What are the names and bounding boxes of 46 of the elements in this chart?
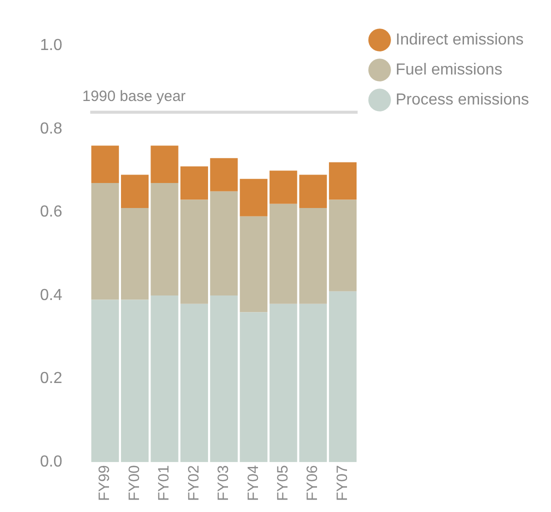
- bar: [180, 166, 208, 200]
- bar: [210, 296, 238, 462]
- legend-label: Fuel emissions: [396, 61, 502, 78]
- bar: [270, 304, 298, 462]
- x-tick-label: FY02: [185, 465, 202, 502]
- bar: [270, 204, 298, 304]
- bar: [299, 304, 327, 462]
- bar: [120, 208, 149, 300]
- bar: [328, 291, 357, 462]
- legend-label: Indirect emissions: [396, 31, 524, 48]
- x-tick-label: FY99: [96, 465, 114, 502]
- bar: [91, 300, 119, 462]
- y-tick-label: 0.0: [40, 454, 62, 471]
- bar: [120, 174, 149, 208]
- bar: [270, 170, 298, 204]
- x-tick-label: FY07: [334, 465, 351, 502]
- bar: [180, 200, 208, 304]
- bar: [91, 146, 119, 184]
- ref-line-label: 1990 base year: [82, 88, 186, 105]
- bar: [91, 183, 119, 300]
- x-tick-label: FY04: [244, 465, 262, 502]
- bar: [328, 200, 357, 292]
- y-tick-label: 0.6: [40, 204, 62, 221]
- bar: [210, 191, 238, 296]
- bar: [299, 174, 327, 208]
- bar: [150, 296, 178, 462]
- y-tick-label: 0.8: [40, 120, 62, 138]
- y-tick-label: 1.0: [40, 37, 62, 54]
- bar: [299, 208, 327, 304]
- bar: [180, 304, 208, 462]
- x-tick-label: FY06: [304, 465, 322, 502]
- y-tick-label: 0.2: [40, 370, 62, 388]
- bar: [240, 216, 268, 312]
- bar: [240, 312, 268, 462]
- bar: [150, 183, 178, 296]
- y-tick-label: 0.4: [40, 286, 62, 304]
- x-tick-label: FY01: [156, 465, 173, 502]
- bar: [120, 300, 149, 462]
- bar: [150, 146, 178, 184]
- bar: [328, 162, 357, 200]
- x-tick-label: FY03: [215, 465, 232, 502]
- x-tick-label: FY05: [274, 465, 292, 502]
- legend-label: Process emissions: [396, 91, 529, 108]
- x-tick-label: FY00: [126, 465, 143, 502]
- bar: [210, 158, 238, 192]
- bar: [240, 178, 268, 216]
